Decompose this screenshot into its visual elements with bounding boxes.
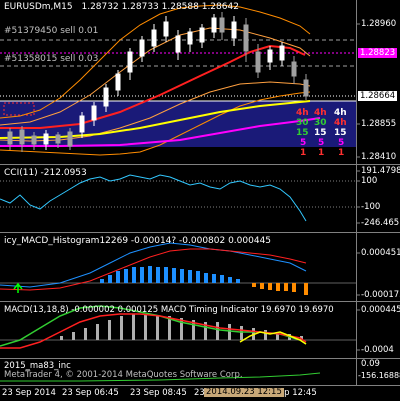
strength-cell: 5: [318, 138, 325, 148]
strength-cell: 30: [314, 118, 327, 128]
strength-row: 5 5 5: [296, 138, 354, 148]
time-label: 23 Sep 2014: [2, 388, 56, 398]
macd-axis-label: 0.000445: [361, 305, 400, 315]
price-axis-label: 1.28855: [361, 119, 397, 129]
crosshair-time: 2014.09.23 12:15: [204, 387, 284, 397]
macd-pane[interactable]: MACD(13,18,8) -0.000002 0.000125 MACD Ti…: [0, 302, 400, 357]
band-mid-upper: [0, 27, 311, 126]
strength-row: 4h 4h 4h: [296, 108, 354, 118]
macd-signal-line: [0, 313, 307, 349]
signal-box: [3, 102, 35, 116]
chart-symbol: EURUSDm,M15 1.28732 1.28733 1.28588 1.28…: [4, 2, 239, 12]
candles: [7, 12, 309, 152]
ma-inc-line: [0, 372, 321, 382]
strength-cell: 4h: [296, 108, 309, 118]
strength-cell: 5: [300, 138, 307, 148]
strength-cell: 15: [296, 128, 309, 138]
strength-cell: 1: [300, 148, 307, 158]
main-chart-pane[interactable]: EURUSDm,M15 1.28732 1.28733 1.28588 1.28…: [0, 0, 400, 163]
icy-macd-axis-label: -0.000175: [361, 290, 400, 300]
cci-line: [0, 174, 307, 222]
strength-row: 15 15 15: [296, 128, 354, 138]
time-label: 23 Sep 08:45: [130, 388, 187, 398]
band-mid-lower: [0, 81, 311, 142]
price-axis-label: 1.28410: [361, 152, 397, 162]
time-label: 23 Sep 12:45: [260, 388, 317, 398]
strength-cell: 15: [334, 128, 347, 138]
histogram-positive: [100, 266, 240, 283]
icy-macd-canvas: [0, 242, 360, 296]
cci-axis-label: -100: [361, 202, 381, 212]
timing-line: [239, 331, 307, 345]
macd-axis-label: -0.0004: [361, 345, 394, 355]
strength-cell: 4h: [334, 118, 347, 128]
price-tag-magenta: 1.28823: [358, 48, 398, 58]
signal-line-red: [0, 248, 307, 291]
macd-histogram: [60, 314, 303, 340]
cci-axis-label: 100: [361, 176, 378, 186]
copyright-label: MetaTrader 4, © 2001-2014 MetaQuotes Sof…: [4, 370, 243, 380]
strength-cell: 1: [318, 148, 325, 158]
strength-cell: 4h: [334, 108, 347, 118]
strength-cell: 15: [314, 128, 327, 138]
order-label-1[interactable]: #51379450 sell 0.01: [4, 26, 99, 36]
bottom-indicator-pane[interactable]: 2015_ma83_inc MetaTrader 4, © 2001-2014 …: [0, 359, 400, 385]
strength-row: 1 1 1: [296, 148, 354, 158]
strength-cell: 4h: [314, 108, 327, 118]
icy-macd-axis-label: 0.000451: [361, 248, 400, 258]
icy-macd-pane[interactable]: icy_MACD_Histogram12269 -0.00014? -0.000…: [0, 233, 400, 300]
macd-line-blue: [0, 242, 307, 288]
price-chart-canvas: [0, 4, 360, 158]
strength-table: 4h 4h 4h 30 30 4h 15 15 15 5 5 5 1 1 1: [296, 108, 354, 158]
bottom-indicator-label: 2015_ma83_inc: [4, 361, 71, 371]
ohlc-values: 1.28732 1.28733 1.28588 1.28642: [81, 2, 239, 12]
price-axis-border: [356, 0, 357, 385]
macd-canvas: [0, 305, 360, 351]
icy-macd-label: icy_MACD_Histogram12269 -0.00014? -0.000…: [4, 236, 272, 246]
bottom-axis-label: -156.16888: [358, 371, 400, 380]
strength-row: 30 30 4h: [296, 118, 354, 128]
cci-axis-label: 191.4798: [361, 166, 400, 176]
strength-cell: 1: [338, 148, 345, 158]
order-label-2[interactable]: #51358015 sell 0.03: [4, 54, 99, 64]
band-lower: [0, 91, 311, 156]
pane-separator[interactable]: [0, 358, 400, 359]
price-axis-label: 1.28960: [361, 19, 397, 29]
bottom-axis-label: 0.09: [361, 359, 380, 369]
strength-cell: 5: [338, 138, 345, 148]
symbol-label: EURUSDm,M15: [4, 2, 73, 12]
cci-pane[interactable]: CCI(11) -212.0953 191.4798 100 -100 -246…: [0, 165, 400, 231]
pane-separator[interactable]: [0, 232, 400, 233]
pane-separator[interactable]: [0, 301, 400, 302]
buy-arrow: [13, 282, 23, 293]
time-axis[interactable]: 23 Sep 2014 23 Sep 06:45 23 Sep 08:45 23…: [0, 385, 400, 401]
time-label: 23: [194, 388, 205, 398]
strength-cell: 30: [296, 118, 309, 128]
cci-axis-label: -246.465: [361, 218, 400, 228]
band-upper: [0, 4, 311, 119]
ma-red: [0, 44, 306, 129]
macd-label: MACD(13,18,8) -0.000002 0.000125 MACD Ti…: [4, 305, 334, 315]
time-label: 23 Sep 06:45: [62, 388, 119, 398]
bottom-indicator-canvas: [0, 372, 321, 382]
histogram-negative: [252, 283, 308, 295]
pane-separator[interactable]: [0, 164, 400, 165]
cci-label: CCI(11) -212.0953: [4, 168, 87, 178]
price-tag-bid: 1.28664: [358, 91, 398, 101]
ma-yellow: [0, 100, 311, 139]
